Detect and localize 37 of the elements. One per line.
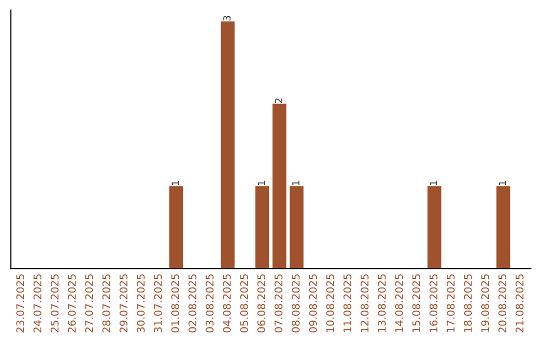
x-tick-label: 17.08.2025 (446, 274, 455, 332)
data-label: 1 (258, 180, 265, 186)
x-tick-label: 26.07.2025 (68, 274, 76, 332)
x-tick-label: 03.08.2025 (206, 274, 214, 332)
data-label: 2 (274, 98, 282, 104)
x-tick-label: 09.08.2025 (309, 274, 317, 332)
data-label: 3 (223, 16, 231, 21)
x-tick-label: 28.07.2025 (102, 274, 110, 332)
x-tick-label: 27.07.2025 (85, 274, 94, 332)
x-tick-label: 10.08.2025 (326, 274, 334, 332)
x-tick-label: 24.07.2025 (33, 274, 42, 332)
x-tick-label: 15.08.2025 (412, 274, 420, 332)
x-tick-label: 18.08.2025 (464, 274, 472, 332)
x-tick-label: 14.08.2025 (395, 274, 403, 332)
data-label: 1 (498, 180, 506, 186)
data-label: 1 (430, 180, 438, 186)
x-tick-label: 20.08.2025 (498, 274, 506, 332)
x-tick-label: 02.08.2025 (188, 274, 196, 332)
x-tick-label: 13.08.2025 (378, 274, 386, 332)
x-tick-label: 06.08.2025 (257, 274, 266, 332)
x-tick-label: 07.08.2025 (274, 274, 282, 332)
x-tick-label: 21.08.2025 (516, 274, 524, 332)
data-label: 1 (172, 180, 179, 186)
x-tick-label: 29.07.2025 (120, 274, 128, 332)
x-tick-label: 11.08.2025 (343, 274, 352, 332)
x-tick-label: 08.08.2025 (292, 274, 300, 332)
x-tick-label: 05.08.2025 (240, 274, 248, 332)
x-tick-label: 19.08.2025 (481, 274, 490, 332)
x-tick-label: 25.07.2025 (50, 274, 59, 332)
data-label: 1 (292, 180, 300, 186)
x-tick-label: 31.07.2025 (154, 274, 162, 332)
x-tick-label: 04.08.2025 (222, 274, 231, 332)
x-tick-label: 30.07.2025 (136, 274, 145, 332)
x-tick-label: 23.07.2025 (16, 274, 24, 332)
x-tick-label: 16.08.2025 (430, 274, 438, 332)
x-tick-label: 01.08.2025 (171, 274, 180, 332)
x-tick-label: 12.08.2025 (360, 274, 369, 332)
